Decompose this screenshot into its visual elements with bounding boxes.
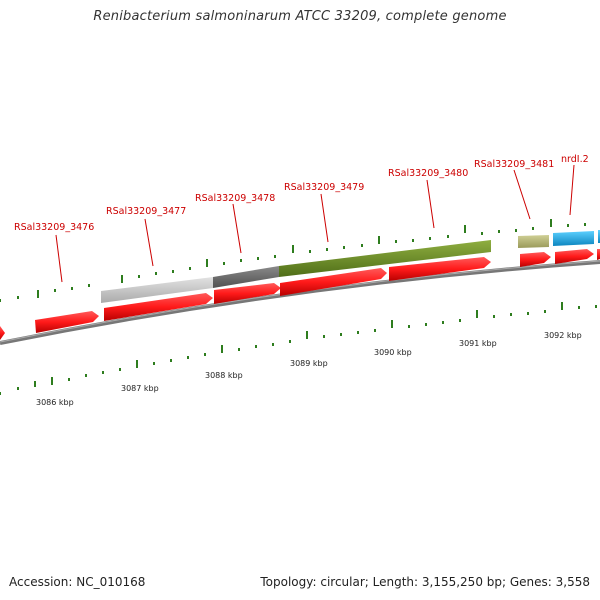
genome-backbone bbox=[0, 260, 600, 345]
kbp-label: 3092 kbp bbox=[544, 331, 582, 340]
gene-label-3478: RSal33209_3478 bbox=[195, 193, 275, 204]
kbp-label: 3086 kbp bbox=[36, 398, 74, 407]
gene-label-leaders bbox=[55, 164, 575, 283]
gene-label-nrdl: nrdI.2 bbox=[561, 154, 589, 165]
outer-tick-row bbox=[0, 219, 586, 302]
cds-arrow[interactable] bbox=[0, 326, 5, 340]
kbp-label: 3088 kbp bbox=[205, 371, 243, 380]
cds-arrow[interactable] bbox=[389, 257, 491, 281]
kbp-label: 3089 kbp bbox=[290, 359, 328, 368]
cds-arrow[interactable] bbox=[280, 268, 387, 296]
kbp-label: 3091 kbp bbox=[459, 339, 497, 348]
gene-bar-3481[interactable] bbox=[518, 235, 549, 248]
cds-arrow[interactable] bbox=[520, 252, 551, 267]
cds-arrows bbox=[0, 249, 600, 340]
cds-arrow[interactable] bbox=[555, 249, 594, 264]
gene-bar-3477[interactable] bbox=[101, 277, 213, 303]
gene-label-3477: RSal33209_3477 bbox=[106, 206, 186, 217]
cds-arrow[interactable] bbox=[35, 311, 99, 333]
kbp-label: 3087 kbp bbox=[121, 384, 159, 393]
cds-arrow[interactable] bbox=[104, 293, 213, 321]
accession-text: Accession: NC_010168 bbox=[9, 575, 146, 589]
genome-summary-text: Topology: circular; Length: 3,155,250 bp… bbox=[260, 575, 590, 589]
gene-bar-3479-3480[interactable] bbox=[279, 240, 491, 277]
gene-label-3480: RSal33209_3480 bbox=[388, 168, 468, 179]
gene-label-3481: RSal33209_3481 bbox=[474, 159, 554, 170]
gene-bar-3478[interactable] bbox=[213, 266, 279, 288]
cds-arrow[interactable] bbox=[214, 283, 281, 304]
kbp-label: 3090 kbp bbox=[374, 348, 412, 357]
inner-tick-row bbox=[0, 302, 597, 395]
map-title: Renibacterium salmoninarum ATCC 33209, c… bbox=[93, 9, 507, 24]
gene-label-3479: RSal33209_3479 bbox=[284, 182, 364, 193]
cds-arrow[interactable] bbox=[597, 249, 600, 260]
gene-bar-nrdl[interactable] bbox=[553, 231, 594, 246]
gene-label-3476: RSal33209_3476 bbox=[14, 222, 94, 233]
